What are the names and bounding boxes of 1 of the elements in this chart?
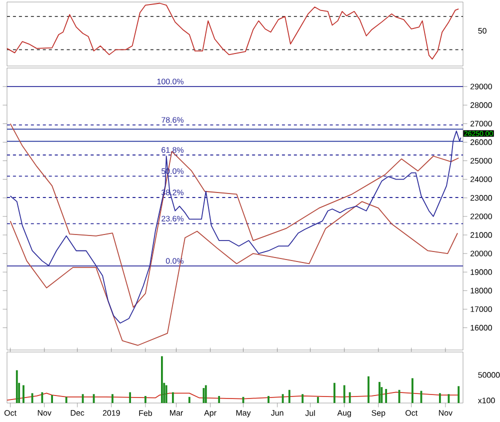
line-series [10,201,458,346]
